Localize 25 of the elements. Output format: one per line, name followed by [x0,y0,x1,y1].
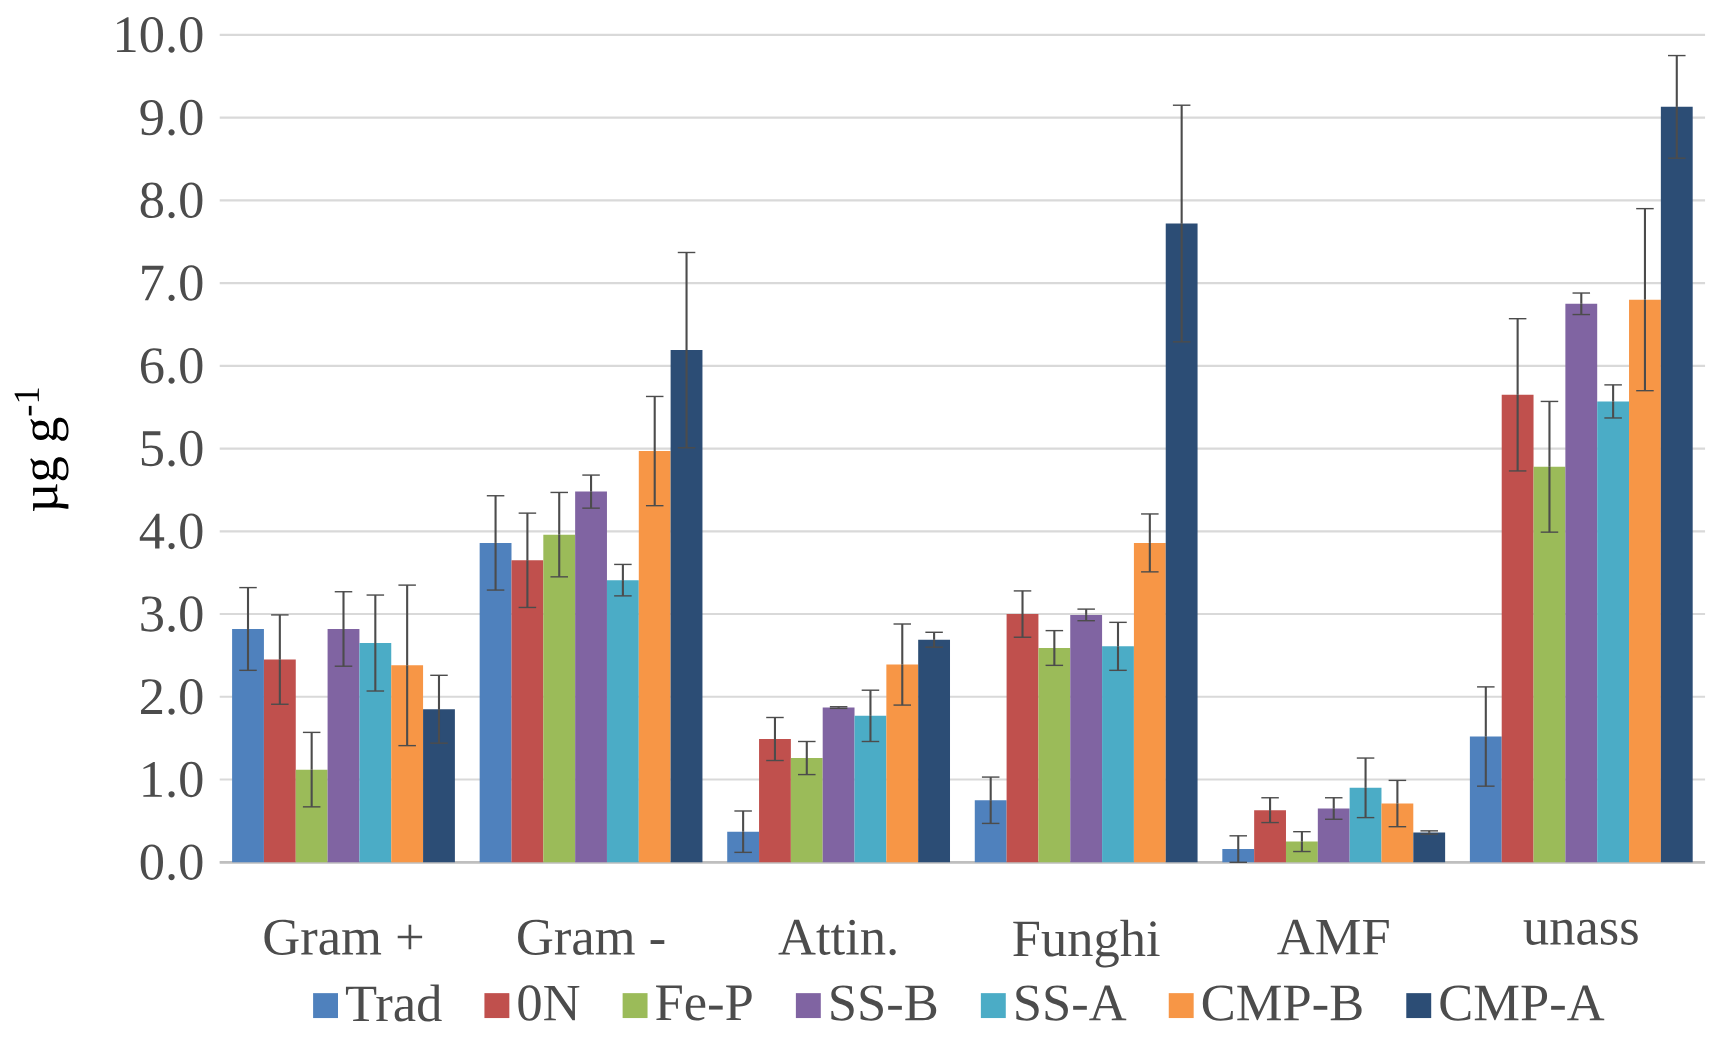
legend-label: Fe-P [656,985,752,1021]
legend-label: 0N [518,985,580,1021]
legend-label: SS-B [831,985,937,1021]
y-tick-label: 8.0 [140,182,203,219]
y-tick-label: 2.0 [141,679,203,715]
y-tick-label: 1.0 [143,761,203,798]
legend-label: CMP-A [1440,985,1605,1021]
y-tick-label: 4.0 [139,513,203,550]
x-tick-label: Attin. [778,919,896,956]
legend-label: Trad [345,984,442,1022]
y-tick-label: 3.0 [141,596,203,633]
y-tick-label: 7.0 [142,265,203,302]
x-tick-label: AMF [1277,919,1389,955]
y-tick-label: 0.0 [140,844,203,881]
y-tick-label: 5.0 [141,430,203,467]
y-axis-title: µg g$^{-1}$ [14,388,69,512]
x-tick-label: Gram + [264,919,423,956]
y-tick-label: 6.0 [140,348,203,384]
x-tick-label: Funghi [1013,919,1160,968]
legend-label: CMP-B [1202,985,1362,1021]
legend-label: SS-A [1016,985,1127,1021]
x-tick-label: Gram - [518,919,665,956]
y-tick-label: 10.0 [117,17,203,53]
y-tick-label: 9.0 [140,99,203,136]
x-tick-label: unass [1523,919,1638,946]
